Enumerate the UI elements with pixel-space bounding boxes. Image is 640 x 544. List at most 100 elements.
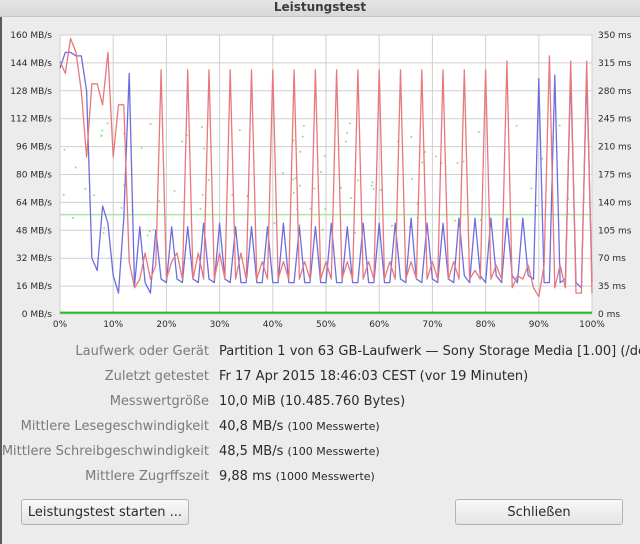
y-right-tick-label: 70 ms	[598, 254, 626, 264]
write-speed-row: Mittlere Schreibgeschwindigkeit 48,5 MB/…	[0, 444, 640, 464]
y-left-tick-label: 0 MB/s	[22, 310, 53, 320]
device-row: Laufwerk oder Gerät Partition 1 von 63 G…	[0, 344, 640, 364]
read-speed-row: Mittlere Lesegeschwindigkeit 40,8 MB/s (…	[0, 419, 640, 439]
access-time-dot	[515, 124, 518, 127]
access-time-dot	[140, 146, 143, 149]
start-benchmark-button[interactable]: Leistungstest starten ...	[21, 499, 189, 525]
access-time-dot	[299, 150, 302, 153]
y-axis-right-labels: 350 ms 315 ms 280 ms 245 ms 210 ms 175 ms 140 …	[598, 31, 632, 320]
x-tick-label: 100%	[579, 320, 605, 330]
access-time-dot	[535, 204, 538, 207]
read-speed-value: 40,8 MB/s	[219, 419, 284, 434]
write-speed-value-group: 48,5 MB/s (100 Messwerte)	[219, 444, 380, 459]
write-speed-value: 48,5 MB/s	[219, 444, 284, 459]
access-time-dot	[84, 187, 87, 190]
access-time-dot	[148, 230, 151, 233]
y-axis-left-labels: 160 MB/s 144 MB/s 128 MB/s 112 MB/s 96 MB/s 8…	[10, 31, 52, 320]
x-tick-label: 90%	[529, 320, 549, 330]
y-left-tick-label: 32 MB/s	[16, 254, 52, 264]
access-time-dot	[390, 224, 393, 227]
access-time-dot	[292, 191, 295, 194]
access-time-dot	[282, 172, 285, 175]
write-speed-note: (100 Messwerte)	[287, 445, 380, 458]
access-time-dot	[120, 206, 123, 209]
access-time-dot	[207, 179, 210, 182]
access-time-dot	[273, 222, 276, 225]
y-left-tick-label: 48 MB/s	[16, 226, 52, 236]
y-right-tick-label: 315 ms	[598, 59, 632, 69]
series-line-1	[59, 51, 593, 294]
access-time-dot	[456, 161, 459, 164]
access-time-dot	[158, 200, 161, 203]
y-right-tick-label: 350 ms	[598, 31, 632, 41]
access-time-dot	[200, 126, 203, 129]
access-time-dot	[149, 122, 152, 125]
access-time-dot	[541, 157, 544, 160]
series-lines	[59, 37, 593, 314]
y-left-tick-label: 112 MB/s	[10, 115, 52, 125]
last-tested-value: Fr 17 Apr 2015 18:46:03 CEST (vor 19 Min…	[219, 369, 529, 384]
y-left-tick-label: 128 MB/s	[10, 87, 52, 97]
access-time-dot	[530, 187, 533, 190]
access-time-dot	[93, 194, 96, 197]
access-time-dot	[62, 193, 65, 196]
access-time-dot	[410, 135, 413, 138]
access-time-dot	[74, 166, 77, 169]
y-left-tick-label: 160 MB/s	[10, 31, 52, 41]
benchmark-chart: 160 MB/s 144 MB/s 128 MB/s 112 MB/s 96 MB/s 8…	[10, 31, 632, 330]
access-time-dot	[323, 154, 326, 157]
access-time-dot	[372, 187, 375, 190]
access-time-dot	[292, 178, 295, 181]
access-time-dot	[479, 219, 482, 222]
last-tested-label: Zuletzt getestet	[104, 369, 209, 384]
close-button[interactable]: Schließen	[455, 499, 623, 525]
access-time-dot	[357, 179, 360, 182]
window-left-edge	[0, 17, 2, 544]
y-left-tick-label: 80 MB/s	[16, 171, 52, 181]
access-time-note: (1000 Messwerte)	[275, 470, 375, 483]
x-tick-label: 10%	[103, 320, 123, 330]
x-tick-label: 70%	[422, 320, 442, 330]
x-axis-labels: 0% 10% 20% 30% 40% 50% 60% 70% 80% 90% 100%	[53, 320, 605, 330]
access-time-dot	[201, 193, 204, 196]
access-time-dot	[202, 147, 205, 150]
read-speed-note: (100 Messwerte)	[287, 420, 380, 433]
access-time-dot	[103, 226, 106, 229]
access-time-dot	[173, 189, 176, 192]
access-time-dot	[354, 231, 357, 234]
window-title: Leistungstest	[273, 0, 367, 14]
access-time-dot	[319, 170, 322, 173]
access-time-dot	[435, 155, 438, 158]
access-time-dot	[454, 219, 457, 222]
y-right-tick-label: 0 ms	[598, 310, 620, 320]
y-right-tick-label: 280 ms	[598, 87, 632, 97]
access-time-label: Mittlere Zugrffszeit	[85, 469, 209, 484]
access-time-dot	[507, 218, 510, 221]
access-time-dot	[298, 224, 301, 227]
access-time-dot	[313, 187, 316, 190]
y-left-tick-label: 96 MB/s	[16, 143, 52, 153]
title-bar: Leistungstest	[0, 0, 640, 17]
access-time-dot	[321, 228, 324, 231]
access-time-dot	[71, 217, 74, 220]
access-time-dot	[63, 148, 66, 151]
access-time-dot	[324, 207, 327, 210]
access-time-dot	[371, 181, 374, 184]
y-right-tick-label: 210 ms	[598, 143, 632, 153]
x-tick-label: 0%	[53, 320, 68, 330]
access-time-dot	[100, 134, 103, 137]
access-time-value-group: 9,88 ms (1000 Messwerte)	[219, 469, 375, 484]
access-time-dot	[302, 124, 305, 127]
device-value: Partition 1 von 63 GB-Laufwerk — Sony St…	[219, 344, 640, 359]
access-time-dot	[346, 131, 349, 134]
x-tick-label: 80%	[476, 320, 496, 330]
read-speed-value-group: 40,8 MB/s (100 Messwerte)	[219, 419, 380, 434]
access-time-dot	[477, 130, 480, 133]
access-time-dot	[246, 194, 249, 197]
access-time-dot	[348, 122, 351, 125]
access-time-dot	[106, 122, 109, 125]
y-right-tick-label: 140 ms	[598, 198, 632, 208]
sample-size-row: Messwertgröße 10,0 MiB (10.485.760 Bytes…	[0, 394, 640, 414]
access-time-dot	[146, 234, 149, 237]
access-time-dot	[301, 135, 304, 138]
